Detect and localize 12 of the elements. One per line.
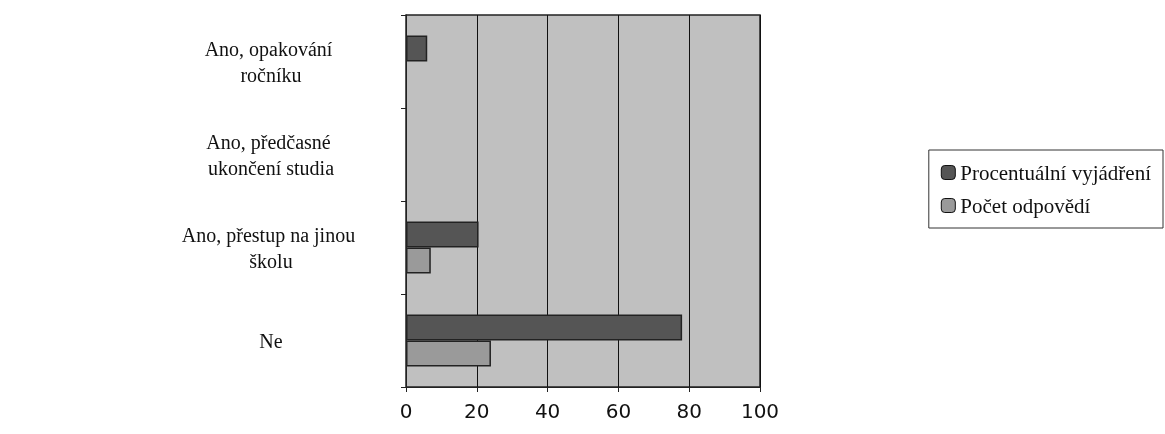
x-tick-label: 20 bbox=[464, 399, 490, 423]
legend-label: Procentuální vyjádření bbox=[960, 160, 1152, 185]
y-tick-label: Ne bbox=[259, 329, 283, 352]
y-tick-label: Ano, opakování ročníku bbox=[204, 37, 338, 86]
x-tick-label: 60 bbox=[605, 399, 632, 423]
x-tick-label: 0 bbox=[399, 399, 413, 423]
x-tick-label: 100 bbox=[740, 399, 780, 423]
x-tick-label: 40 bbox=[534, 399, 561, 423]
legend-label: Počet odpovědí bbox=[960, 193, 1091, 218]
y-tick-label: Ano, přestup na jinou školu bbox=[181, 223, 361, 272]
x-tick-label: 80 bbox=[676, 399, 702, 423]
y-tick-label: Ano, předčasné ukončení studia bbox=[206, 130, 336, 179]
